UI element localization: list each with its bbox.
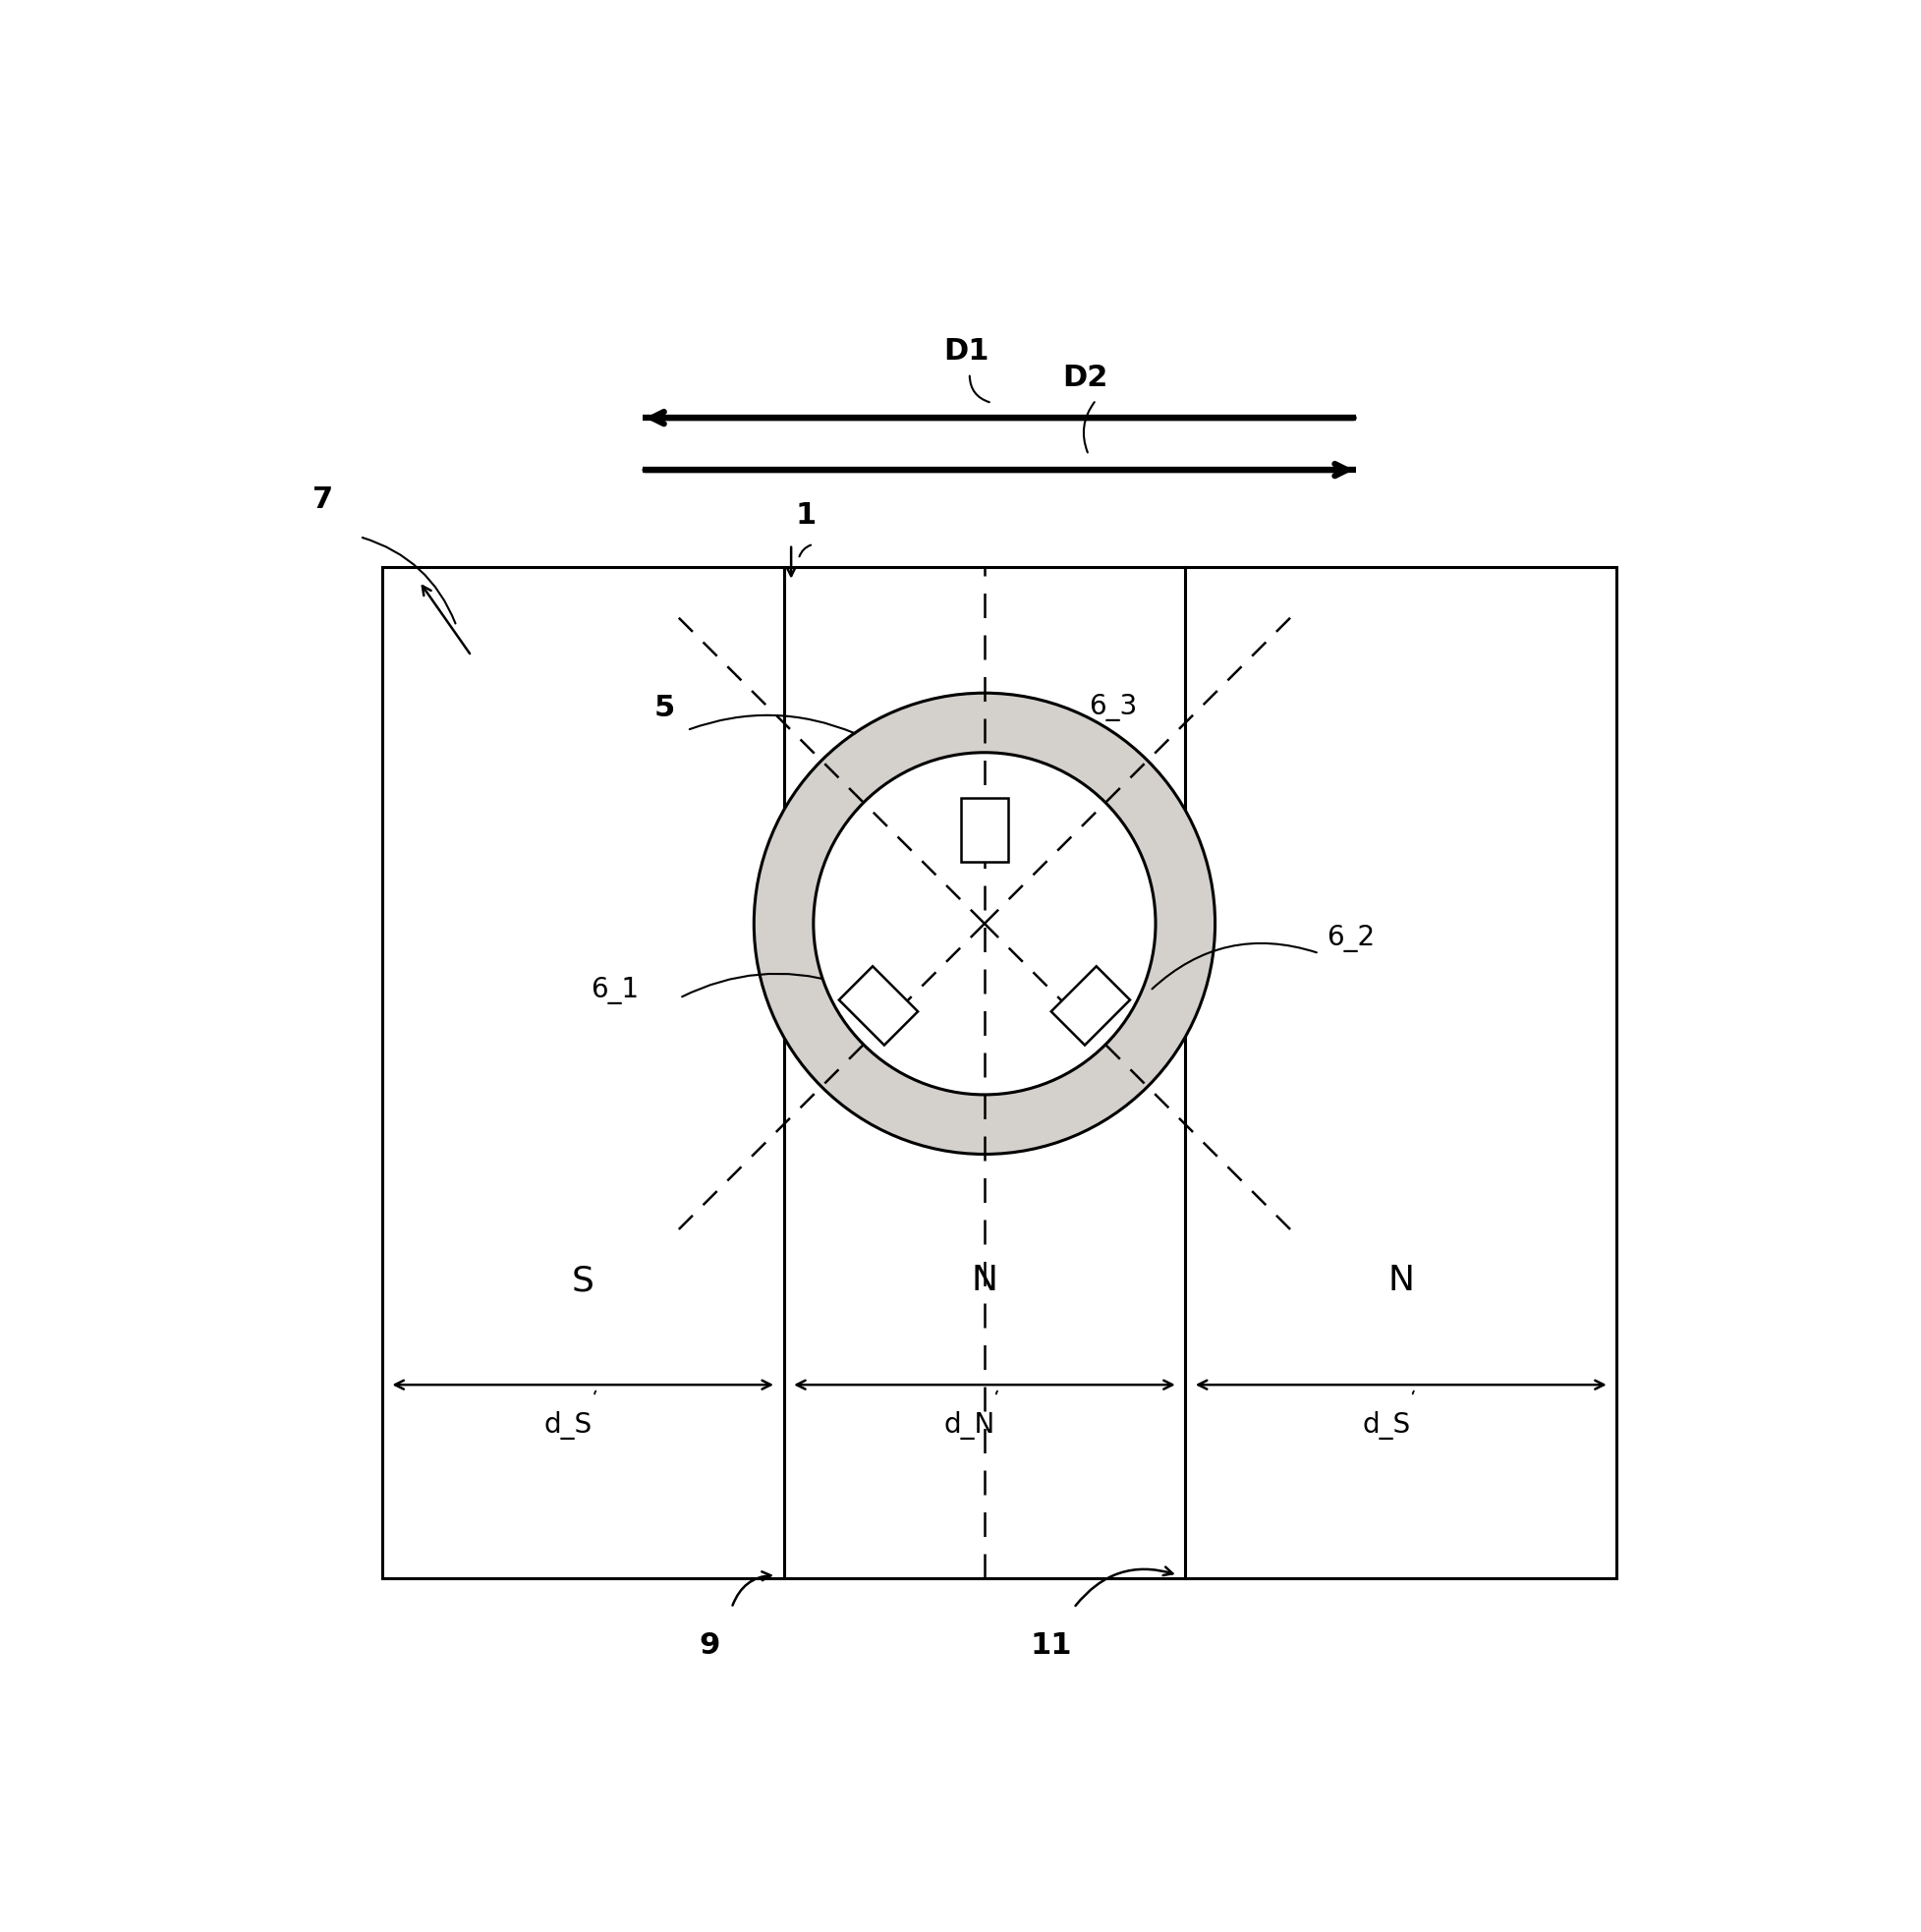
Text: 9: 9 [699,1631,720,1660]
Text: 5: 5 [655,694,674,723]
Bar [960,798,1009,862]
Text: D2: D2 [1062,363,1108,392]
Text: 6_1: 6_1 [590,978,638,1005]
Text: 6_2: 6_2 [1327,925,1375,952]
Text: d_N: d_N [943,1412,995,1439]
Bar [839,966,918,1045]
Bar [382,566,1617,1578]
Text: D1: D1 [943,338,989,365]
Text: 7: 7 [313,485,332,514]
Circle shape [753,694,1216,1153]
Text: 11: 11 [1030,1631,1072,1660]
Text: S: S [572,1264,594,1296]
Text: N: N [1387,1264,1414,1296]
Text: N: N [972,1264,997,1296]
Text: d_S: d_S [1362,1412,1410,1439]
Circle shape [813,753,1156,1095]
Bar [1051,966,1130,1045]
Text: 6_3: 6_3 [1089,694,1137,723]
Text: 1: 1 [795,500,816,529]
Text: d_S: d_S [544,1412,592,1439]
